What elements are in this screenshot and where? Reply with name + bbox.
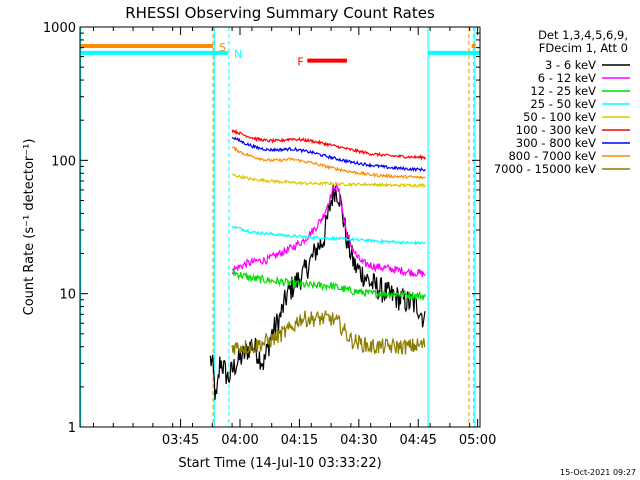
chart-title: RHESSI Observing Summary Count Rates <box>125 4 435 22</box>
saa-bar-letter: S <box>219 41 226 54</box>
y-tick-label: 100 <box>51 154 76 169</box>
series-line-5 <box>231 128 426 161</box>
series-line-7 <box>231 146 426 180</box>
legend-header-line-1: Det 1,3,4,5,6,9, <box>538 28 628 42</box>
legend-header-line-2: FDecim 1, Att 0 <box>539 41 628 55</box>
series-line-3 <box>231 224 426 246</box>
x-tick-label: 03:45 <box>162 433 199 448</box>
legend-label-4: 50 - 100 keV <box>523 110 596 124</box>
series-line-8 <box>231 310 426 356</box>
footer-date: 15-Oct-2021 09:27 <box>560 468 636 477</box>
flare-bar-letter: F <box>297 56 303 69</box>
legend-label-0: 3 - 6 keV <box>545 58 596 72</box>
night-bar-letter: N <box>234 48 242 61</box>
series-line-1 <box>231 182 426 278</box>
legend-label-5: 100 - 300 keV <box>516 123 596 137</box>
series-line-4 <box>231 173 426 189</box>
series-line-2 <box>231 267 426 301</box>
plot-frame <box>79 26 481 428</box>
series-line-6 <box>231 136 426 173</box>
plot-area: SN F <box>80 27 480 427</box>
x-tick-label: 04:00 <box>221 433 258 448</box>
y-tick-label: 1000 <box>43 21 76 36</box>
x-tick-label: 04:45 <box>399 433 436 448</box>
legend-label-6: 300 - 800 keV <box>516 136 596 150</box>
legend-label-8: 7000 - 15000 keV <box>494 162 596 176</box>
legend-label-1: 6 - 12 keV <box>538 71 596 85</box>
legend-label-7: 800 - 7000 keV <box>508 149 596 163</box>
y-tick-label: 10 <box>59 288 76 303</box>
series-line-0 <box>209 184 426 400</box>
y-axis-label: Count Rate (s⁻¹ detector⁻¹) <box>22 139 37 316</box>
legend: Det 1,3,4,5,6,9, FDecim 1, Att 0 3 - 6 k… <box>494 28 630 176</box>
x-tick-label: 04:30 <box>340 433 377 448</box>
axis-ticks: 1 10 100 1000 03:45 04:00 04:15 04:30 04:45 05:00 <box>43 21 496 448</box>
x-tick-label: 05:00 <box>459 433 496 448</box>
y-tick-label: 1 <box>68 421 76 436</box>
legend-label-3: 25 - 50 keV <box>530 97 596 111</box>
x-tick-label: 04:15 <box>281 433 318 448</box>
legend-label-2: 12 - 25 keV <box>530 84 596 98</box>
x-axis-label: Start Time (14-Jul-10 03:33:22) <box>178 456 381 471</box>
